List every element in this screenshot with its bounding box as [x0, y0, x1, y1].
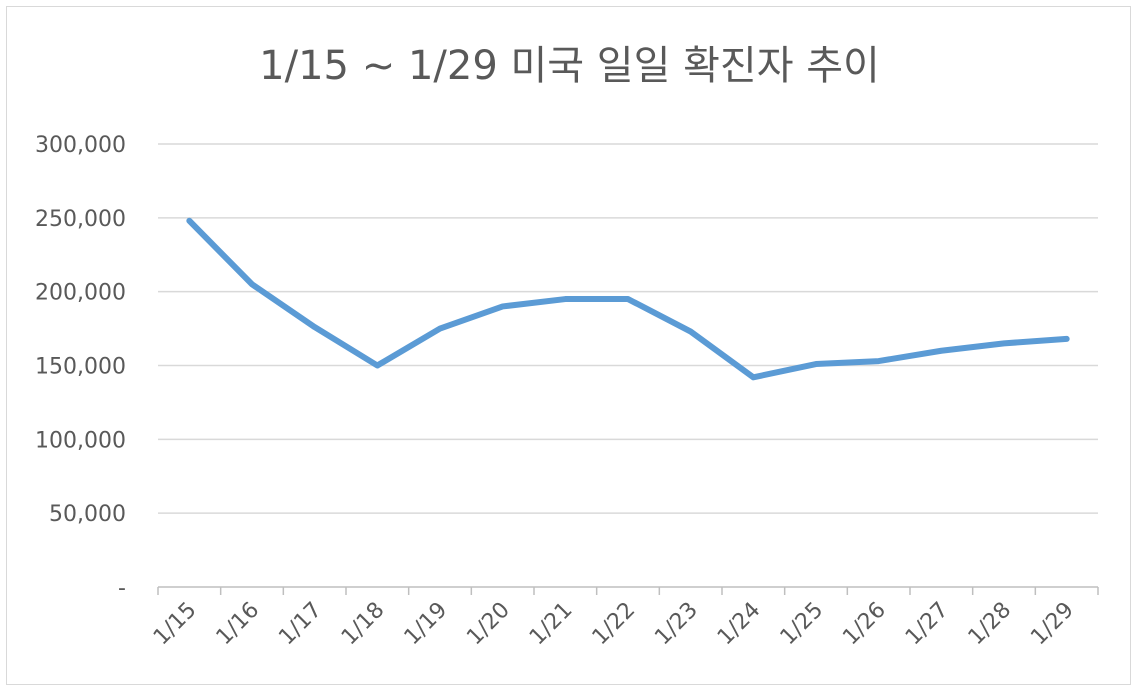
x-tick-label: 1/24	[713, 598, 766, 651]
chart-title: 1/15 ~ 1/29 미국 일일 확진자 추이	[259, 43, 880, 89]
x-tick-label: 1/19	[400, 598, 453, 651]
y-tick-label: 150,000	[35, 355, 126, 380]
x-tick-label: 1/23	[650, 598, 703, 651]
series-layer	[186, 217, 1070, 381]
x-tick-label: 1/29	[1026, 598, 1079, 651]
y-tick-label: 50,000	[49, 502, 126, 527]
y-tick-label: -	[118, 576, 126, 601]
x-tick-label: 1/25	[776, 598, 829, 651]
gridlines	[158, 143, 1098, 514]
y-axis: - 50,000 100,000 150,000 200,000 250,000 300,0…	[35, 133, 126, 601]
x-tick-label: 1/16	[212, 598, 265, 651]
x-tick-label: 1/26	[838, 598, 891, 651]
y-tick-label: 100,000	[35, 428, 126, 453]
x-tick-label: 1/15	[149, 598, 202, 651]
y-tick-label: 300,000	[35, 133, 126, 158]
x-axis: 1/15 1/16 1/17 1/18 1/19 1/20 1/21 1/22 1/23 1/24…	[149, 586, 1099, 651]
x-tick-label: 1/22	[588, 598, 641, 651]
x-tick-label: 1/21	[525, 598, 578, 651]
x-tick-label: 1/18	[337, 598, 390, 651]
x-tick-label: 1/17	[274, 598, 327, 651]
x-tick-label: 1/28	[964, 598, 1017, 651]
x-tick-label: 1/20	[462, 598, 515, 651]
y-tick-label: 250,000	[35, 207, 126, 232]
y-tick-label: 200,000	[35, 281, 126, 306]
series-line	[186, 217, 1070, 381]
x-tick-label: 1/27	[901, 598, 954, 651]
chart-area	[6, 6, 1131, 685]
